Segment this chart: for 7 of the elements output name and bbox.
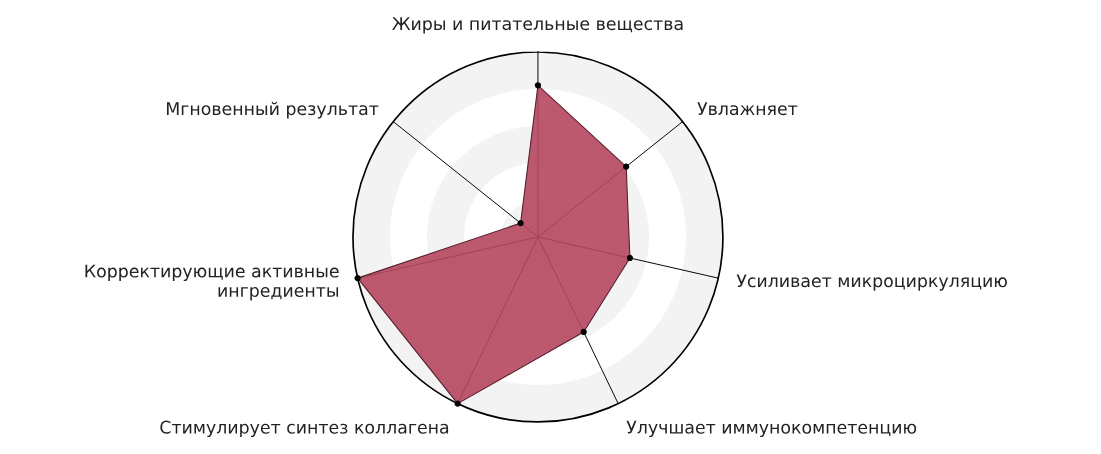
spoke-label: Корректирующие активные ингредиенты bbox=[85, 264, 339, 301]
spoke-label: Жиры и питательные вещества bbox=[392, 17, 683, 34]
spoke-label: Стимулирует синтез коллагена bbox=[160, 420, 449, 438]
spoke-label: Усиливает микроциркуляцию bbox=[736, 274, 1007, 291]
spoke-label: Увлажняет bbox=[697, 102, 798, 116]
spoke-label: Улучшает иммунокомпетенцию bbox=[626, 420, 917, 438]
spoke-label: Мгновенный результат bbox=[166, 101, 379, 119]
